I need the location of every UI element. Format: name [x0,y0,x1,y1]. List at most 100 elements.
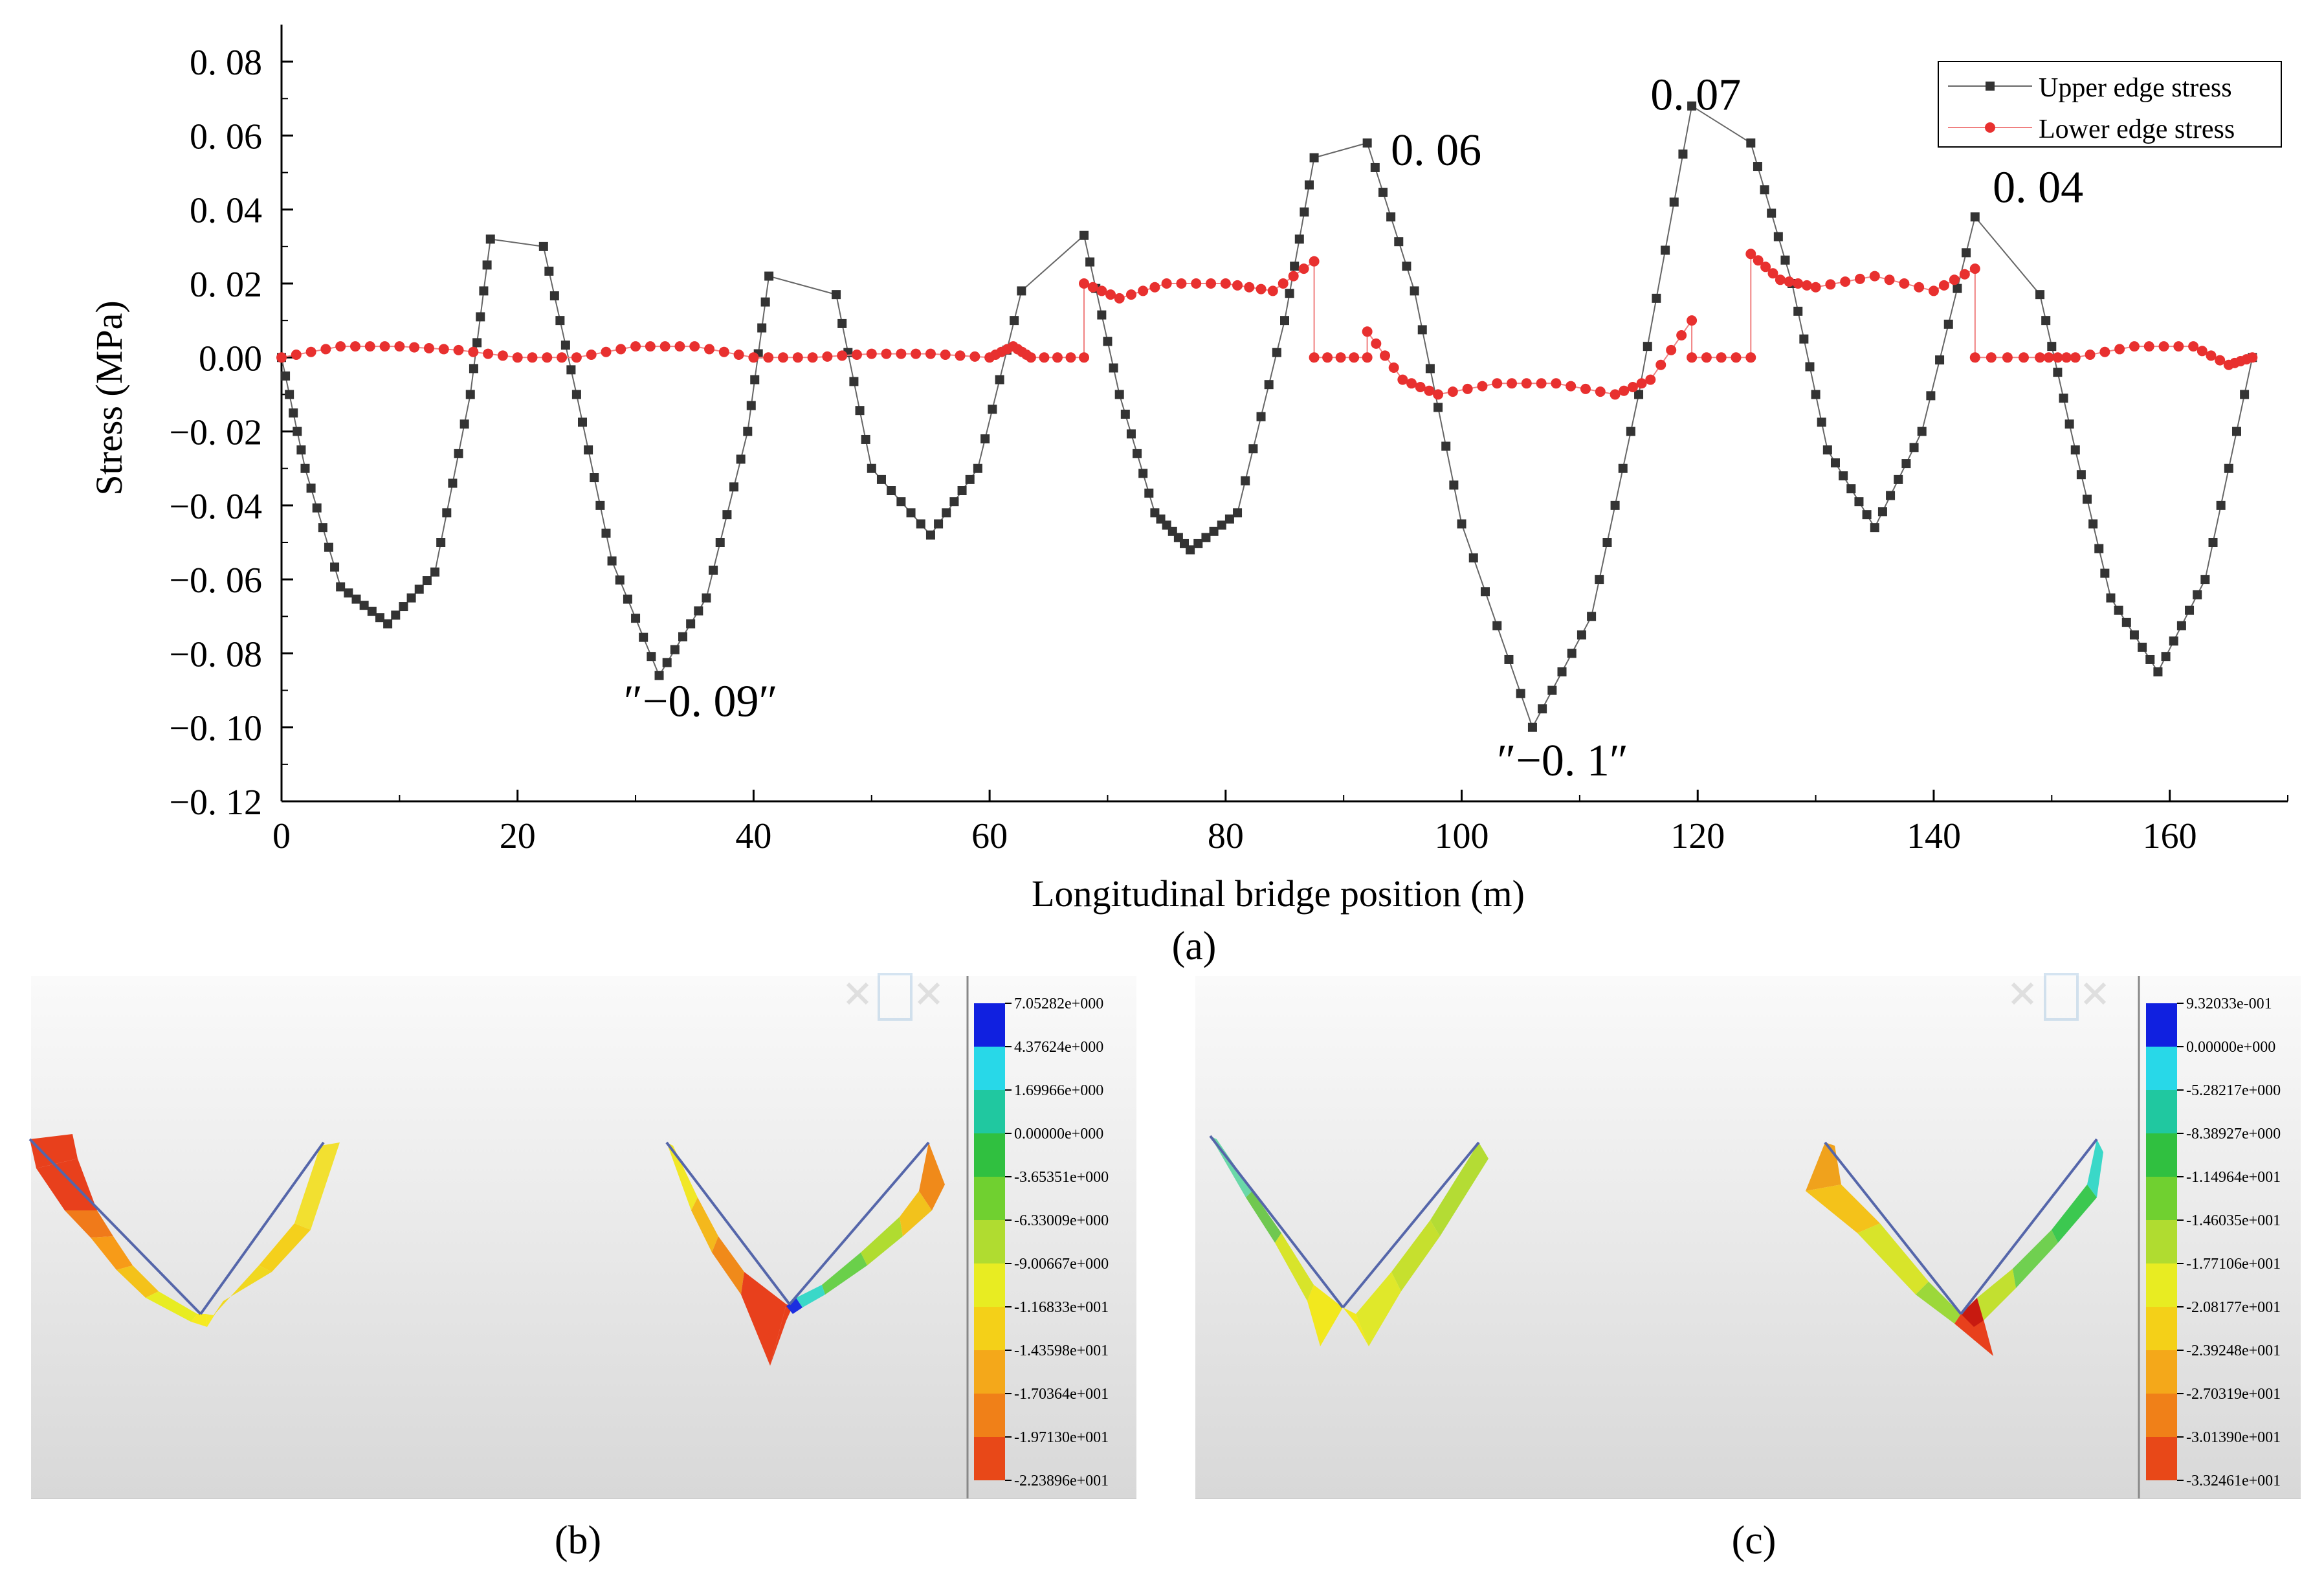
lower-edge-point [2206,350,2217,361]
lower-edge-point [896,348,907,359]
lower-edge-point [1025,352,1036,363]
upper-edge-point [1799,334,1809,344]
lower-edge-point [305,346,316,357]
lower-edge-point [276,352,287,363]
upper-edge-point [1587,612,1597,621]
upper-edge-point [312,503,322,513]
annotation-label: 0. 07 [1650,70,1741,120]
lower-edge-point [1566,381,1577,392]
upper-edge-point [1886,491,1896,500]
upper-edge-point [746,401,756,410]
upper-edge-point [1280,316,1289,326]
upper-edge-point [757,323,767,333]
upper-edge-point [1652,293,1661,303]
lower-edge-point [1477,381,1488,392]
lower-edge-point [1687,352,1698,363]
upper-edge-point [1309,153,1319,162]
upper-edge-point [1144,488,1154,498]
lower-edge-point [1125,289,1136,300]
upper-edge-point [1233,508,1243,518]
lower-edge-point [1138,285,1149,296]
lower-edge-line [281,252,2253,395]
lower-edge-point [2247,352,2258,363]
lower-edge-point [1627,382,1638,392]
upper-edge-point [1201,533,1211,542]
lower-edge-point [2018,352,2029,363]
lower-edge-point [866,348,877,359]
upper-edge-point [1626,427,1635,436]
x-tick-label: 60 [971,816,1008,856]
lower-edge-point [674,341,685,352]
upper-edge-point [1492,621,1502,630]
upper-edge-point [1449,480,1459,490]
upper-edge-point [2145,654,2155,664]
upper-edge-point [1209,526,1219,536]
upper-edge-point [1618,463,1628,473]
lower-edge-point [2002,352,2013,363]
upper-edge-point [1120,409,1130,419]
lower-edge-point [1309,352,1320,363]
colorbar-label: -2.70319e+001 [2186,1386,2281,1403]
upper-edge-point [662,658,672,667]
upper-edge-point [2114,605,2123,615]
lower-edge-point [1666,344,1677,355]
upper-edge-point [1097,310,1107,320]
lower-edge-point [1767,268,1778,279]
upper-edge-point [1760,185,1769,195]
lower-edge-point [1298,263,1309,274]
upper-edge-point [2047,342,2057,351]
upper-edge-point [1687,101,1697,111]
upper-edge-point [867,463,876,473]
upper-edge-point [1811,390,1820,399]
lower-edge-point [291,350,302,360]
lower-edge-point [497,350,508,361]
upper-edge-point [436,538,446,547]
colorbar-label: -9.00667e+000 [1014,1256,1109,1273]
upper-edge-point [849,377,859,386]
upper-edge-point [1602,538,1612,547]
lower-edge-point [955,350,966,361]
colorbar-label: -5.28217e+000 [2186,1082,2281,1099]
colorbar-swatch [974,1263,1005,1307]
upper-edge-point [2200,575,2210,584]
upper-edge-point [2100,568,2110,578]
legend-marker [1985,122,1995,133]
upper-edge-point [1935,355,1945,365]
upper-edge-point [566,365,576,375]
upper-edge-point [479,286,489,296]
colorbar-label: -8.38927e+000 [2186,1126,2281,1142]
upper-edge-point [1567,649,1577,658]
lower-edge-point [615,344,626,355]
upper-edge-point [1224,514,1234,524]
upper-edge-point [1138,469,1148,478]
lower-edge-point [2143,341,2154,352]
lower-edge-point [1687,315,1698,326]
upper-edge-point [694,606,703,616]
upper-edge-point [887,486,896,495]
colorbar-swatch [974,1307,1005,1350]
upper-edge-point [925,530,935,540]
lower-edge-point [1206,278,1217,289]
lower-edge-point [1745,352,1756,363]
colorbar-label: 7.05282e+000 [1014,996,1103,1012]
colorbar-label: -3.01390e+001 [2186,1429,2281,1446]
upper-edge-point [1133,449,1142,458]
upper-edge-line [281,105,2253,729]
upper-edge-point [1241,476,1250,485]
upper-edge-point [1830,458,1840,468]
lower-edge-point [2215,355,2226,366]
upper-edge-point [1010,316,1019,326]
upper-edge-point [1643,342,1652,351]
lower-edge-point [881,348,892,359]
upper-edge-point [454,449,463,458]
colorbar-label: -2.08177e+001 [2186,1299,2281,1316]
upper-edge-point [686,619,696,629]
lower-edge-point [911,348,922,359]
upper-edge-point [1661,245,1670,255]
lower-edge-point [1969,263,1980,274]
colorbar-label: -1.77106e+001 [2186,1256,2281,1273]
colorbar-swatch [974,1437,1005,1480]
upper-edge-point [896,497,906,507]
upper-edge-point [1290,261,1300,271]
lower-edge-point [1521,378,1532,389]
